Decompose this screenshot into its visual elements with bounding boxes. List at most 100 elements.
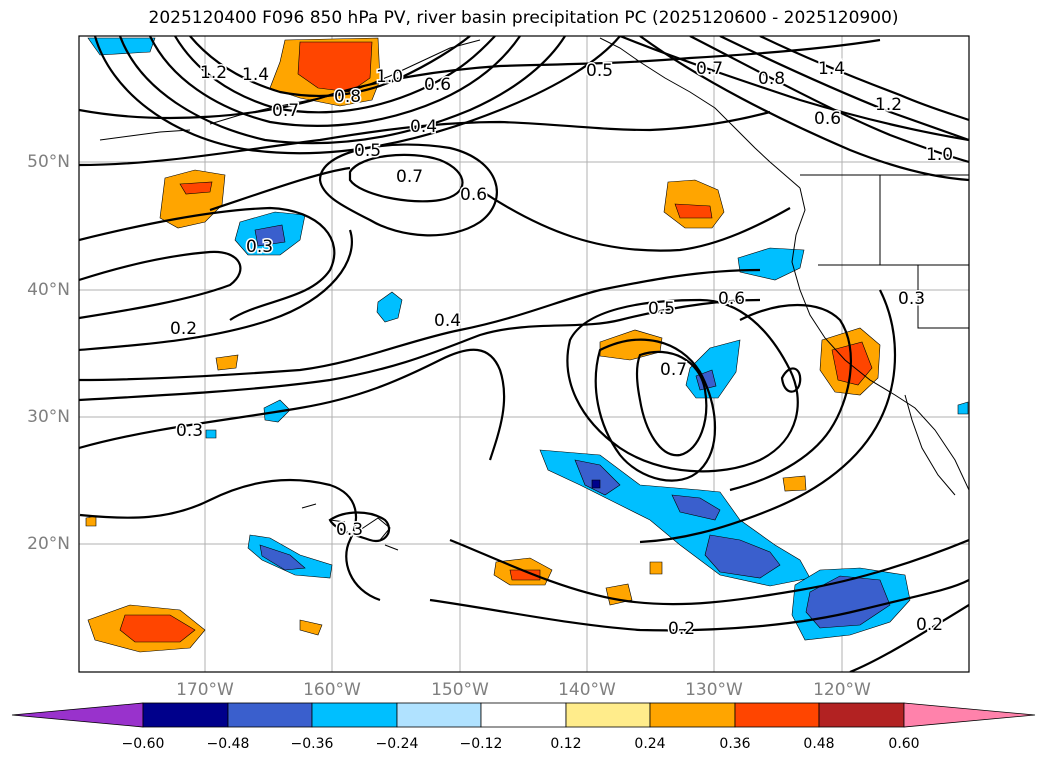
precip-neg-tiny-1 — [205, 429, 217, 439]
contour-0.2-bottom — [429, 579, 969, 632]
precip-region-small-west — [215, 354, 239, 371]
lon-label-160w: 160°W — [303, 680, 361, 700]
contour-0.3-w — [79, 229, 353, 352]
colorbar-segment — [818, 702, 905, 728]
contour-1.0-ne — [689, 36, 969, 164]
contour-label: 0.2 — [170, 319, 197, 339]
contour-0.2-se — [449, 538, 969, 606]
contour-1.2-nw — [174, 36, 496, 114]
contour-label: 0.7 — [396, 167, 423, 187]
precip-neg-tiny-east — [957, 401, 969, 415]
colorbar-segment — [480, 702, 567, 728]
contour-label: 0.7 — [696, 59, 723, 79]
lat-label-50n: 50°N — [27, 152, 70, 172]
contour-0.2-w — [79, 250, 242, 320]
precip-region-tiny-4 — [649, 561, 663, 575]
lat-label-20n: 20°N — [27, 534, 70, 554]
precip-neg-band-core-2 — [671, 494, 721, 521]
contour-label: 0.5 — [648, 299, 675, 319]
contour-0.2-s — [79, 478, 381, 602]
contour-0.5-loop — [318, 143, 498, 237]
colorbar-tick: −0.24 — [375, 736, 419, 752]
colorbar-segment — [734, 702, 820, 728]
contour-0.6-band — [209, 166, 791, 252]
precip-core-southwest — [119, 614, 196, 643]
contour-label: 0.6 — [424, 75, 451, 95]
lon-label-150w: 150°W — [431, 680, 489, 700]
precip-neg-northwest-core — [254, 224, 286, 247]
colorbar-tick: 0.36 — [719, 736, 751, 752]
colorbar-tick: 0.48 — [803, 736, 835, 752]
contour-0.3-mid — [79, 348, 506, 461]
colorbar-segment — [142, 702, 229, 728]
contour-label-group: 1.2 1.4 1.0 0.8 0.7 0.6 0.5 0.4 0.5 0.7 … — [169, 58, 955, 641]
colorbar-tick: −0.60 — [121, 736, 165, 752]
precip-core-offshore-oregon — [674, 203, 713, 219]
contour-label: 0.7 — [660, 360, 687, 380]
contour-0.6-s — [594, 338, 716, 482]
contour-label: 0.3 — [176, 421, 203, 441]
lat-label-40n: 40°N — [27, 280, 70, 300]
lon-label-140w: 140°W — [558, 680, 616, 700]
colorbar-segment — [311, 702, 398, 728]
precip-neg-band-dark — [591, 479, 601, 489]
contour-0.3-small — [328, 511, 391, 543]
contour-0.8-ne — [619, 36, 969, 142]
contour-1.0-nw — [149, 36, 521, 127]
contour-label: 0.3 — [898, 289, 925, 309]
contour-label: 1.2 — [200, 63, 227, 83]
lon-label-170w: 170°W — [176, 680, 234, 700]
contour-0.5-se — [729, 304, 852, 492]
colorbar-segment — [649, 702, 736, 728]
colorbar — [11, 702, 1036, 728]
contour-1.2-ne — [719, 36, 969, 142]
contour-label: 0.6 — [814, 109, 841, 129]
contour-0.8-s — [635, 350, 708, 457]
lon-label-120w: 120°W — [813, 680, 871, 700]
map-frame — [78, 35, 970, 673]
precip-neg-oregon-coast — [737, 247, 805, 281]
colorbar-tick: −0.12 — [459, 736, 503, 752]
precip-neg-band-core-3 — [704, 534, 781, 579]
colorbar-tick: 0.24 — [634, 736, 666, 752]
contour-0.4-n — [79, 110, 771, 167]
contour-label: 0.8 — [758, 69, 785, 89]
precip-neg-southwest-core — [259, 544, 306, 571]
lat-label-30n: 30°N — [27, 407, 70, 427]
precip-neg-small-central — [376, 291, 403, 323]
contour-0.2-bottom-right — [849, 604, 969, 672]
contour-label: 0.7 — [272, 101, 299, 121]
contour-1.4-nw — [189, 36, 471, 98]
pv-contours — [79, 36, 969, 672]
coastline-west-coast — [791, 187, 969, 491]
colorbar-tick: 0.12 — [550, 736, 582, 752]
aleutian-islands — [99, 129, 191, 141]
precip-core-gulf-alaska — [297, 41, 373, 93]
contour-label: 0.2 — [668, 619, 695, 639]
contour-loop-east — [780, 367, 802, 393]
contour-label: 0.5 — [586, 61, 613, 81]
colorbar-segment — [396, 702, 482, 728]
contour-0.5-n — [79, 38, 881, 120]
contour-0.5-mid — [79, 298, 761, 402]
contour-label: 0.5 — [354, 141, 381, 161]
contour-label: 1.2 — [875, 95, 902, 115]
contour-label: 0.4 — [410, 117, 437, 137]
map-title: 2025120400 F096 850 hPa PV, river basin … — [148, 8, 899, 28]
contour-0.7-loop — [348, 153, 464, 203]
precip-core-north-pacific-west — [179, 181, 213, 195]
contour-label: 1.4 — [242, 65, 269, 85]
contour-0.4-mid — [79, 268, 761, 382]
precip-neg-southeast-core — [805, 575, 891, 629]
precip-region-tiny-2 — [299, 619, 323, 636]
precip-core-near-hawaii — [509, 569, 541, 581]
colorbar-segment — [565, 702, 651, 728]
contour-label: 1.0 — [926, 145, 953, 165]
contour-0.6-ne — [639, 36, 969, 182]
colorbar-segment — [227, 702, 313, 728]
lon-label-130w: 130°W — [685, 680, 743, 700]
precip-neg-band-core-1 — [574, 459, 621, 496]
contour-0.7-s — [566, 298, 799, 473]
precip-region-tiny-1 — [782, 475, 807, 492]
